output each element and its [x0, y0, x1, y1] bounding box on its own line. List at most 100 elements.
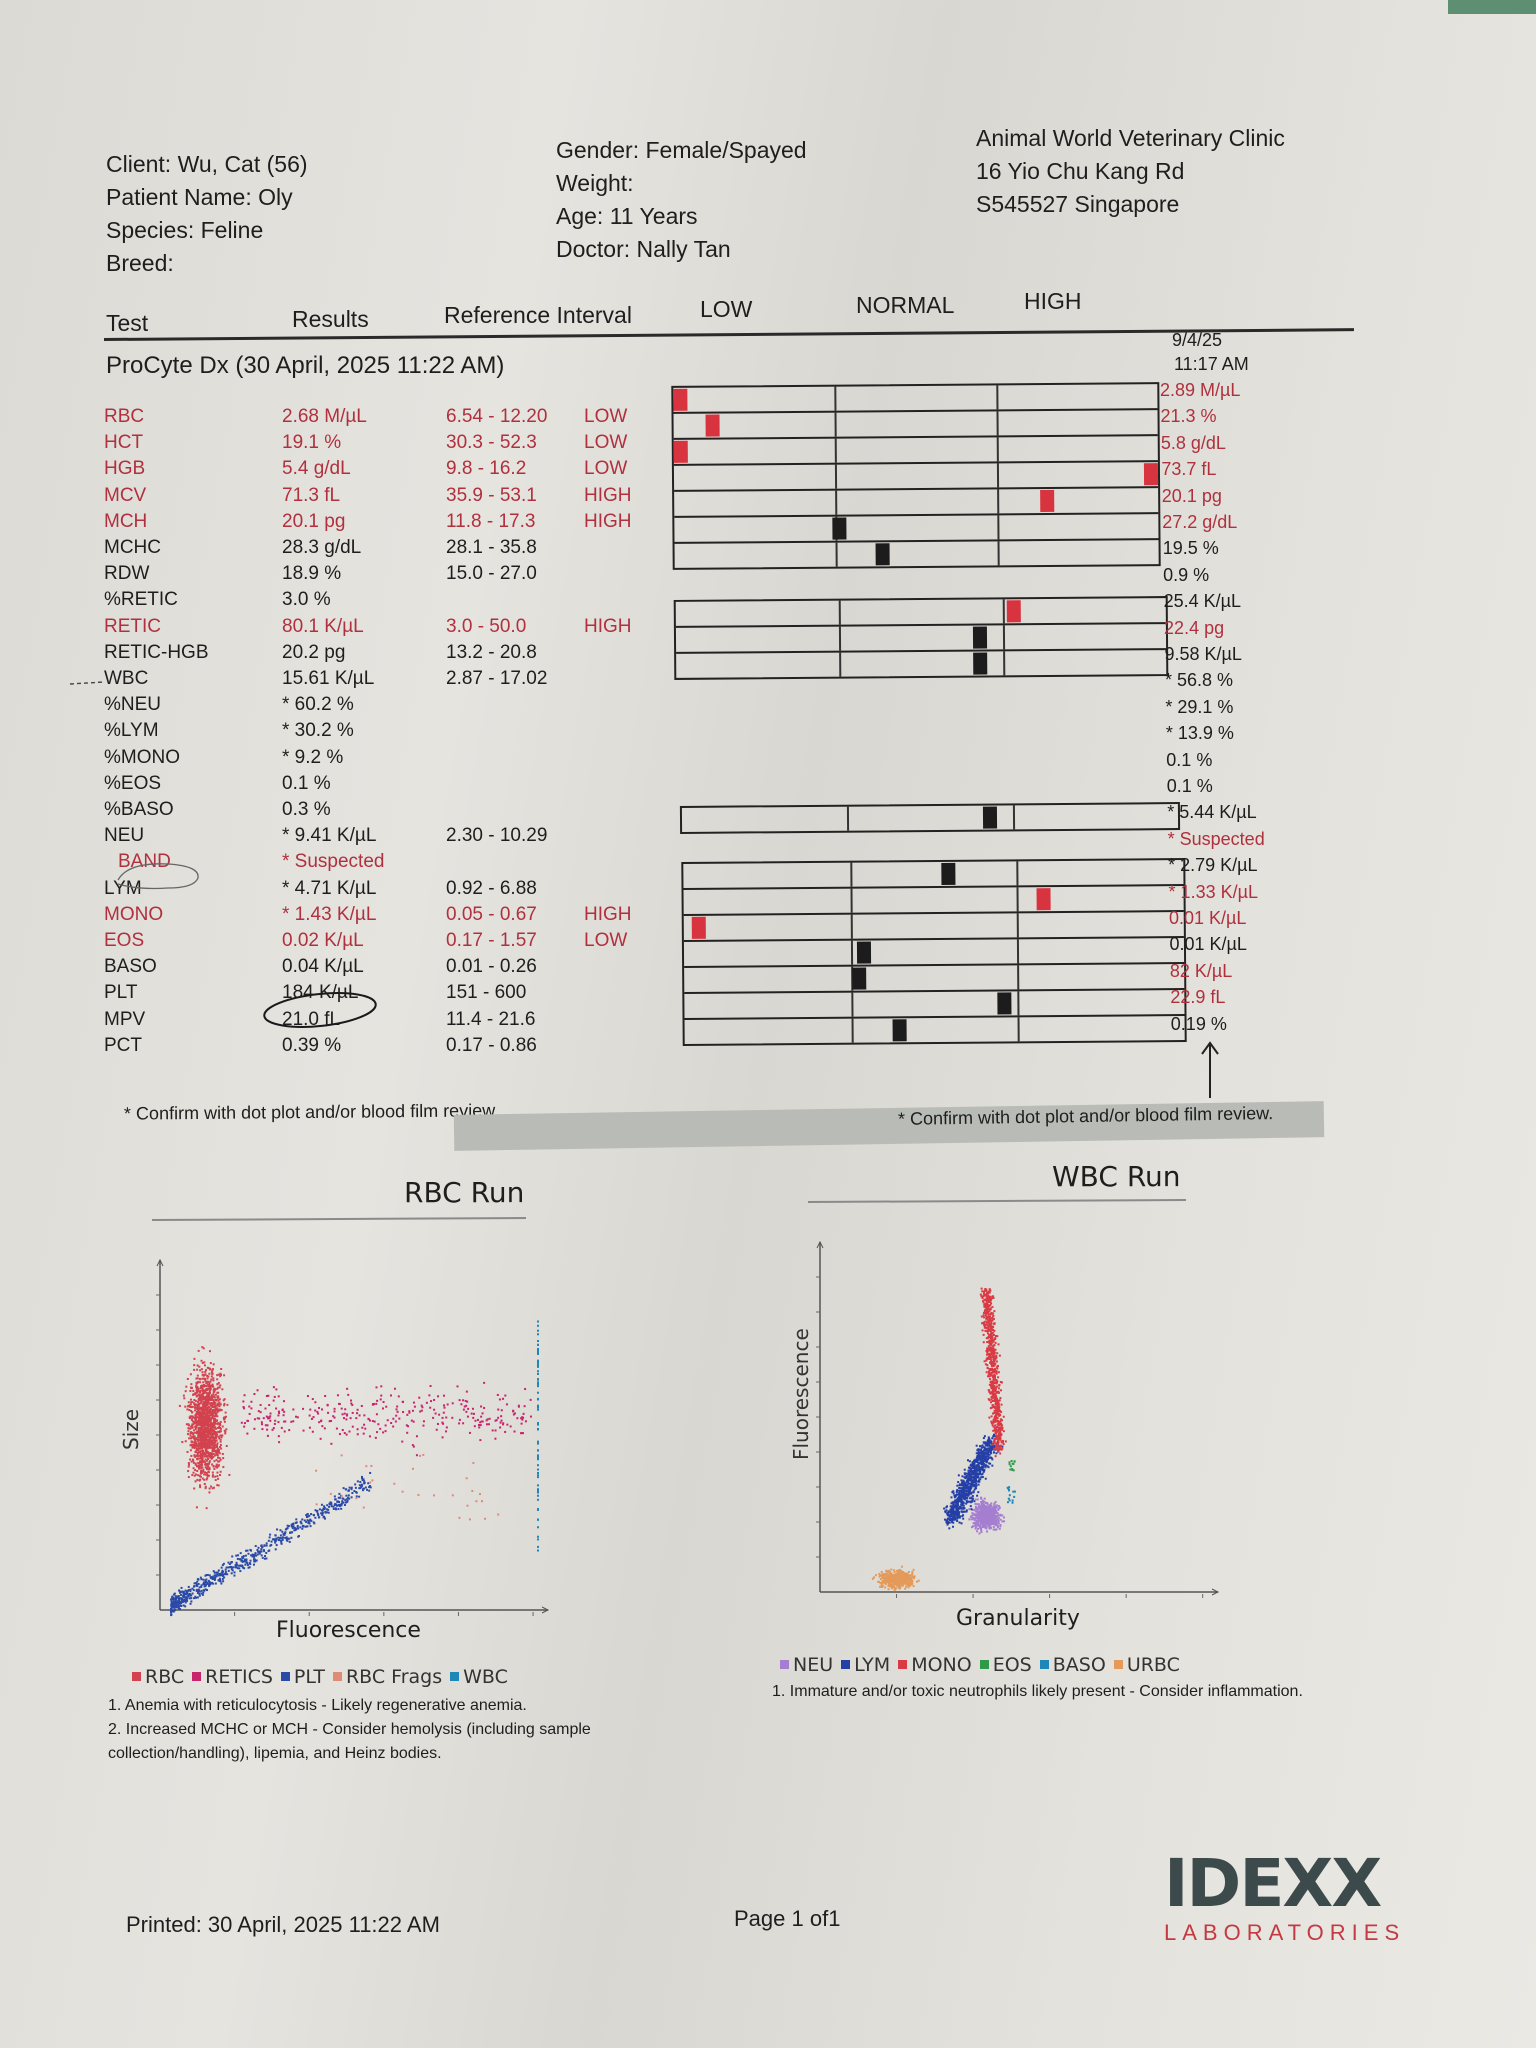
- test-name: MCH: [104, 510, 148, 532]
- plot-axes: [819, 1242, 1218, 1593]
- legend-label: RETICS: [205, 1666, 273, 1688]
- wbc-run-title-rule: [807, 1199, 1187, 1203]
- test-result: 0.1 %: [282, 772, 331, 794]
- legend-swatch-plt: [280, 1672, 290, 1681]
- neu-cluster: [968, 1495, 1006, 1535]
- flag-label: HIGH: [584, 903, 632, 925]
- previous-run-date: 9/4/25: [1172, 330, 1223, 350]
- handwritten-circle-band: [117, 863, 199, 890]
- gauge-divider: [997, 541, 1000, 566]
- handwritten-arrow: [1201, 1041, 1219, 1098]
- reference-interval: 0.17 - 0.86: [446, 1034, 537, 1056]
- test-name: %NEU: [104, 694, 162, 716]
- test-result: 0.02 K/µL: [282, 930, 364, 951]
- legend-label: LYM: [854, 1654, 891, 1676]
- rbc-frags-cluster: [315, 1453, 500, 1521]
- reference-interval: 0.05 - 0.67: [446, 903, 537, 925]
- test-name: MPV: [104, 1008, 146, 1030]
- legend-label: EOS: [992, 1654, 1032, 1676]
- test-name: RETIC: [104, 615, 161, 637]
- gauge-divider: [847, 806, 850, 831]
- flag-label: HIGH: [584, 510, 632, 532]
- test-name: NEU: [104, 825, 145, 847]
- previous-result: * Suspected: [1167, 828, 1265, 849]
- gender-field: Gender: Female/Spayed: [556, 137, 807, 163]
- legend-swatch-lym: [841, 1660, 851, 1669]
- gauge-row-retic: [675, 598, 1166, 628]
- test-result: 18.9 %: [282, 563, 342, 585]
- rbc-run-scatter-plot: Size: [119, 1258, 550, 1617]
- test-result: 71.3 fL: [282, 484, 341, 506]
- test-name: RETIC-HGB: [104, 641, 209, 663]
- previous-result: * 1.33 K/µL: [1168, 881, 1258, 902]
- previous-result: * 29.1 %: [1165, 696, 1234, 717]
- species-field: Species: Feline: [106, 217, 264, 243]
- reference-interval: 13.2 - 20.8: [446, 641, 537, 663]
- axis-arrows: [156, 1258, 550, 1614]
- patient-info: Client: Wu, Cat (56) Patient Name: Oly S…: [106, 148, 308, 280]
- test-result: * 60.2 %: [282, 694, 354, 716]
- reference-interval: 11.4 - 21.6: [446, 1008, 536, 1030]
- test-name: WBC: [104, 668, 149, 689]
- wbc-run-xlabel: Granularity: [956, 1606, 1080, 1631]
- reference-interval: 0.01 - 0.26: [446, 956, 537, 978]
- column-normal: NORMAL: [856, 292, 955, 318]
- page-number: Page 1 of1: [734, 1906, 841, 1931]
- gauge-divider: [839, 626, 842, 651]
- flag-label: LOW: [584, 930, 628, 951]
- previous-result: 20.1 pg: [1161, 485, 1222, 506]
- legend-swatch-urbc: [1113, 1660, 1123, 1669]
- gauge-marker: [1006, 600, 1021, 623]
- column-low: LOW: [700, 296, 753, 322]
- test-result: * 30.2 %: [282, 720, 354, 742]
- wbc-column: [537, 1320, 539, 1552]
- wbc-run-interpretation: 1. Immature and/or toxic neutrophils lik…: [772, 1680, 1392, 1704]
- clinic-address-line2: S545527 Singapore: [976, 191, 1180, 217]
- legend-label: PLT: [293, 1666, 325, 1688]
- gauge-row-rdw: [675, 540, 1159, 568]
- test-result: 184 K/µL: [282, 982, 359, 1004]
- gauge-divider: [850, 914, 853, 939]
- gauge-marker: [1039, 489, 1054, 513]
- gauge-marker: [972, 652, 988, 675]
- test-name: BAND: [118, 851, 171, 873]
- gauge-row-mchc: [674, 514, 1159, 544]
- mono-cluster: [979, 1287, 1007, 1458]
- gauge-divider: [1017, 913, 1020, 938]
- previous-result: 19.5 %: [1162, 538, 1219, 559]
- gauge-divider: [850, 940, 853, 965]
- gauge-divider: [850, 992, 854, 1017]
- reference-interval: 9.8 - 16.2: [446, 458, 527, 480]
- test-name: LYM: [104, 877, 142, 899]
- gauge-divider: [835, 464, 838, 489]
- previous-result: 82 K/µL: [1169, 960, 1233, 981]
- gauge-divider: [996, 463, 999, 488]
- reference-interval: 3.0 - 50.0: [446, 615, 527, 637]
- reference-interval: 35.9 - 53.1: [446, 484, 537, 506]
- rbc-interpretation-2: 2. Increased MCHC or MCH - Consider hemo…: [108, 1721, 591, 1762]
- reference-interval: 151 - 600: [446, 982, 527, 1004]
- gauge-row-mpv: [684, 990, 1185, 1020]
- rbc-run-title: RBC Run: [404, 1176, 525, 1209]
- rbc-run-xlabel: Fluorescence: [276, 1618, 421, 1643]
- gauge-marker: [1036, 888, 1051, 911]
- gauge-divider: [1002, 651, 1005, 676]
- weight-field: Weight:: [556, 170, 634, 196]
- previous-result: * 56.8 %: [1164, 670, 1233, 691]
- column-results: Results: [292, 306, 369, 332]
- age-field: Age: 11 Years: [556, 203, 698, 229]
- legend-label: WBC: [463, 1666, 508, 1688]
- test-name: BASO: [104, 956, 157, 978]
- legend-label: URBC: [1126, 1654, 1180, 1676]
- previous-result: 0.1 %: [1166, 776, 1213, 796]
- previous-result: 73.7 fL: [1161, 459, 1217, 480]
- doctor-field: Doctor: Nally Tan: [556, 236, 731, 262]
- legend-swatch-rbc: [132, 1672, 141, 1681]
- urbc-cluster: [871, 1565, 920, 1592]
- gauge-divider: [849, 862, 853, 887]
- reference-interval: 2.87 - 17.02: [446, 668, 548, 689]
- previous-result: 5.8 g/dL: [1160, 432, 1226, 453]
- gauge-marker: [982, 806, 997, 829]
- axis-arrows: [816, 1240, 1220, 1596]
- gauge-divider: [1002, 625, 1005, 650]
